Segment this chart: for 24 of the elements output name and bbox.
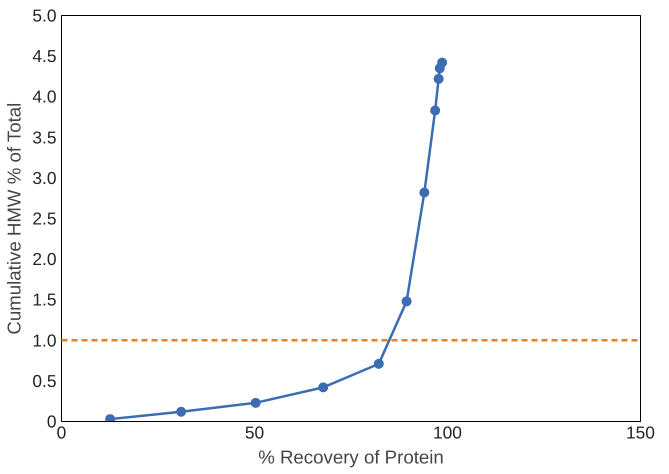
point	[419, 188, 430, 198]
y-tick-label: 1.5	[32, 290, 57, 310]
point	[374, 358, 384, 369]
point	[176, 406, 186, 417]
y-tick-label: 0.5	[32, 370, 57, 391]
y-tick-label: 4.5	[32, 46, 57, 66]
x-axis-title: % Recovery of Protein	[258, 446, 444, 468]
x-tick-label: 100	[433, 422, 462, 442]
x-tick-label: 50	[244, 422, 264, 442]
y-tick-label: 2.5	[32, 208, 57, 228]
y-tick-label: 3.0	[32, 168, 57, 188]
point	[402, 296, 412, 306]
y-tick-label: 3.5	[32, 127, 57, 148]
y-axis-title: Cumulative HMW % of Total	[3, 102, 24, 335]
point	[430, 106, 440, 116]
point	[318, 382, 328, 392]
y-tick-label: 4.0	[32, 86, 57, 107]
point	[434, 74, 444, 84]
x-tick-label: 150	[626, 422, 655, 442]
y-tick-label: 5.0	[32, 6, 57, 26]
y-tick-label: 2.0	[32, 249, 57, 270]
y-tick-label: 1.0	[32, 330, 57, 350]
point	[437, 58, 448, 68]
point	[250, 398, 261, 408]
